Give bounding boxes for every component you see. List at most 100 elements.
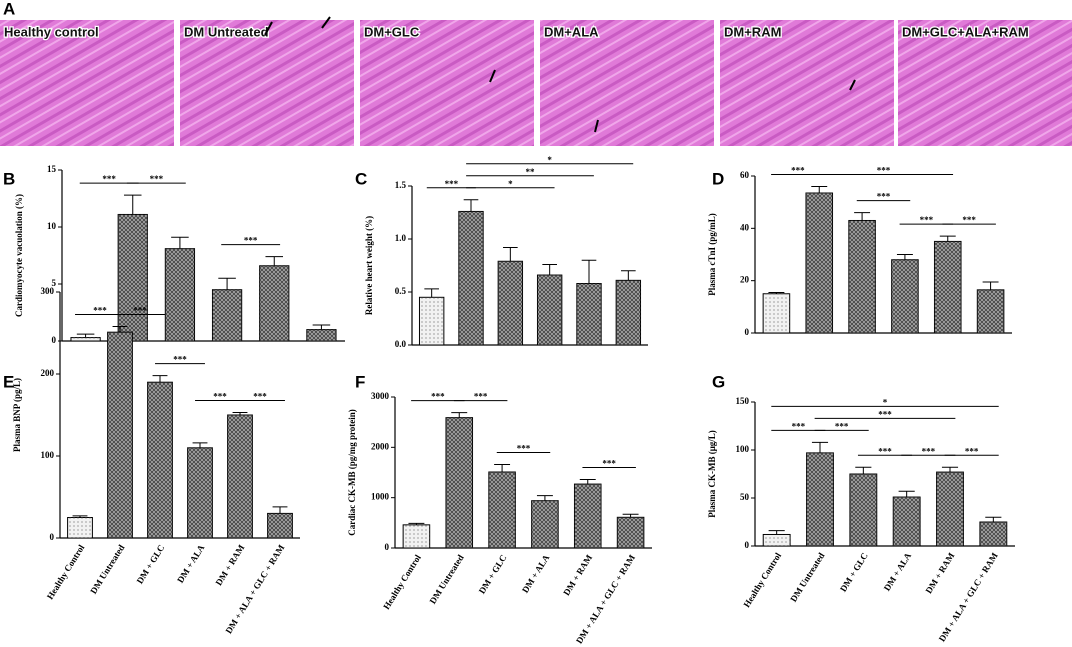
x-tick-label: DM + GLC [135, 543, 167, 586]
error-bar [72, 515, 88, 518]
y-tick-label: 300 [41, 286, 55, 296]
bar-texture [488, 471, 516, 548]
x-tick-label: DM Untreated [788, 551, 826, 604]
panel-letter: C [355, 169, 367, 188]
bar-texture [848, 220, 876, 333]
bar-texture [419, 297, 444, 345]
panel-letter: E [3, 372, 14, 391]
x-tick-label: DM + RAM [924, 550, 957, 595]
y-tick-label: 1.5 [395, 180, 407, 190]
bar-texture [891, 259, 919, 333]
error-bar [424, 288, 439, 298]
bar-texture [147, 382, 173, 538]
bar-texture [259, 265, 289, 341]
significance-label: * [508, 179, 513, 189]
error-bar [768, 530, 785, 535]
y-tick-label: 0 [52, 335, 57, 345]
arrow [594, 119, 599, 133]
bar-texture [763, 534, 791, 546]
bar-texture [805, 193, 833, 333]
x-tick-label: DM Untreated [427, 553, 465, 606]
bar-texture [977, 289, 1004, 333]
bar-texture [67, 517, 93, 538]
error-bar [408, 522, 425, 525]
panel-letter: B [3, 169, 15, 188]
bar-texture [458, 211, 484, 345]
panel-letter: A [3, 0, 15, 18]
error-bar [939, 235, 956, 242]
y-tick-label: 10 [47, 221, 57, 231]
x-tick-label: DM + RAM [214, 542, 247, 587]
histology-title: DM+GLC+ALA+RAM [902, 24, 1029, 39]
bar-texture [267, 513, 293, 538]
bar-texture [979, 522, 1007, 546]
y-tick-label: 0 [50, 532, 55, 542]
significance-label: *** [877, 166, 891, 176]
error-bar [218, 277, 236, 290]
panel-letter: G [712, 372, 725, 391]
significance-label: *** [445, 179, 459, 189]
histology-title: DM+GLC [364, 24, 420, 39]
bar-texture [893, 497, 921, 546]
error-bar [621, 270, 636, 281]
error-bar [982, 281, 999, 290]
bar-texture [70, 337, 101, 341]
y-axis-label: Cardiac CK-MB (pg/mg protein) [347, 409, 357, 536]
y-axis-label: Plasma cTnI (pg/mL) [707, 213, 717, 296]
y-tick-label: 50 [740, 492, 750, 502]
arrow [849, 79, 856, 91]
y-tick-label: 2000 [371, 441, 390, 451]
significance-label: * [883, 397, 888, 407]
panel-letter: D [712, 169, 724, 188]
y-tick-label: 40 [740, 222, 750, 232]
x-tick-label: Healthy Control [741, 550, 783, 609]
error-bar [542, 263, 557, 276]
error-bar [192, 442, 208, 448]
significance-label: *** [962, 215, 976, 225]
y-tick-label: 20 [740, 275, 750, 285]
error-bar [451, 412, 468, 418]
histology-image [540, 20, 714, 146]
error-bar [768, 291, 785, 294]
y-tick-label: 1000 [371, 492, 390, 502]
histology-title: Healthy control [4, 24, 99, 39]
bar-texture [616, 280, 641, 345]
y-tick-label: 3000 [371, 391, 390, 401]
bar-texture [934, 241, 962, 333]
significance-label: ** [526, 167, 536, 177]
error-bar [898, 490, 915, 498]
y-axis-label: Cardiomyocyte vacuolation (%) [14, 194, 24, 317]
significance-label: *** [133, 306, 147, 316]
bar-texture [849, 474, 877, 546]
error-bar [171, 236, 189, 249]
y-axis-label: Plasma BNP (pg/L) [12, 378, 22, 452]
significance-label: *** [253, 392, 267, 402]
bar-texture [118, 214, 148, 341]
error-bar [896, 254, 913, 260]
error-bar [312, 324, 331, 330]
x-tick-label: DM + GLC [477, 553, 509, 596]
significance-label: *** [93, 306, 107, 316]
bar-texture [763, 293, 790, 333]
bar-texture [187, 447, 213, 538]
error-bar [581, 259, 597, 284]
bar-texture [445, 417, 473, 548]
error-bar [811, 441, 829, 453]
bar-texture [574, 484, 602, 548]
y-tick-label: 100 [41, 450, 55, 460]
y-tick-label: 1.0 [395, 233, 407, 243]
error-bar [463, 199, 479, 212]
histology-title: DM+ALA [544, 24, 599, 39]
error-bar [265, 256, 284, 266]
significance-label: *** [213, 392, 227, 402]
significance-label: *** [431, 392, 445, 402]
bar-texture [576, 283, 602, 345]
histology-title: DM+RAM [724, 24, 781, 39]
significance-label: *** [878, 409, 892, 419]
arrow [264, 21, 273, 36]
error-bar [579, 479, 596, 485]
error-bar [494, 463, 511, 472]
bar-texture [498, 261, 523, 345]
y-tick-label: 150 [736, 396, 750, 406]
